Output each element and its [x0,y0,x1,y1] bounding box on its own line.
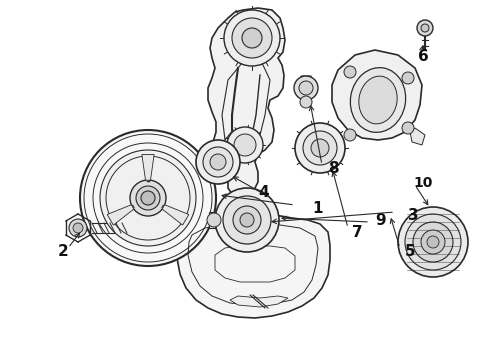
Circle shape [224,10,280,66]
Circle shape [210,154,226,170]
Text: 10: 10 [413,176,432,190]
Polygon shape [107,205,134,225]
Circle shape [294,76,318,100]
Polygon shape [209,212,219,228]
Circle shape [413,222,453,262]
Polygon shape [230,296,288,307]
Circle shape [405,214,461,270]
Circle shape [196,140,240,184]
Circle shape [73,223,83,233]
Circle shape [242,28,262,48]
Text: 7: 7 [352,225,363,239]
Text: 5: 5 [405,244,416,260]
Circle shape [344,66,356,78]
Circle shape [311,139,329,157]
Circle shape [427,236,439,248]
Circle shape [303,131,337,165]
Circle shape [344,129,356,141]
Circle shape [141,191,155,205]
Circle shape [402,72,414,84]
Circle shape [233,206,261,234]
Polygon shape [162,205,189,225]
Circle shape [300,96,312,108]
Circle shape [130,180,166,216]
Circle shape [402,122,414,134]
Circle shape [207,213,221,227]
Circle shape [100,150,196,246]
Circle shape [80,130,216,266]
Text: 4: 4 [258,185,269,199]
Circle shape [299,81,313,95]
Text: 1: 1 [312,201,322,216]
Polygon shape [298,76,314,96]
Circle shape [234,134,256,156]
Circle shape [215,188,279,252]
Circle shape [203,147,233,177]
Circle shape [227,127,263,163]
Circle shape [240,213,254,227]
Text: 2: 2 [58,244,69,260]
Polygon shape [332,50,422,140]
Text: 9: 9 [375,212,386,228]
Polygon shape [208,8,285,196]
Circle shape [295,123,345,173]
Text: 8: 8 [328,161,339,176]
Circle shape [421,24,429,32]
Polygon shape [410,128,425,145]
Circle shape [417,20,433,36]
Circle shape [232,18,272,58]
Circle shape [69,219,87,237]
Circle shape [421,230,445,254]
Ellipse shape [350,68,406,132]
Ellipse shape [359,76,397,124]
Text: 3: 3 [408,207,418,222]
Text: 6: 6 [418,49,429,63]
Polygon shape [142,154,154,180]
Polygon shape [177,213,330,318]
Circle shape [223,196,271,244]
Circle shape [136,186,160,210]
Circle shape [398,207,468,277]
